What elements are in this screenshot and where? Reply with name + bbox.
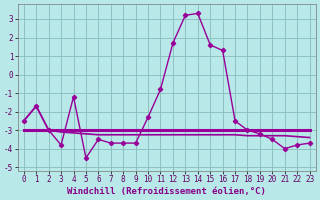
X-axis label: Windchill (Refroidissement éolien,°C): Windchill (Refroidissement éolien,°C) bbox=[67, 187, 266, 196]
